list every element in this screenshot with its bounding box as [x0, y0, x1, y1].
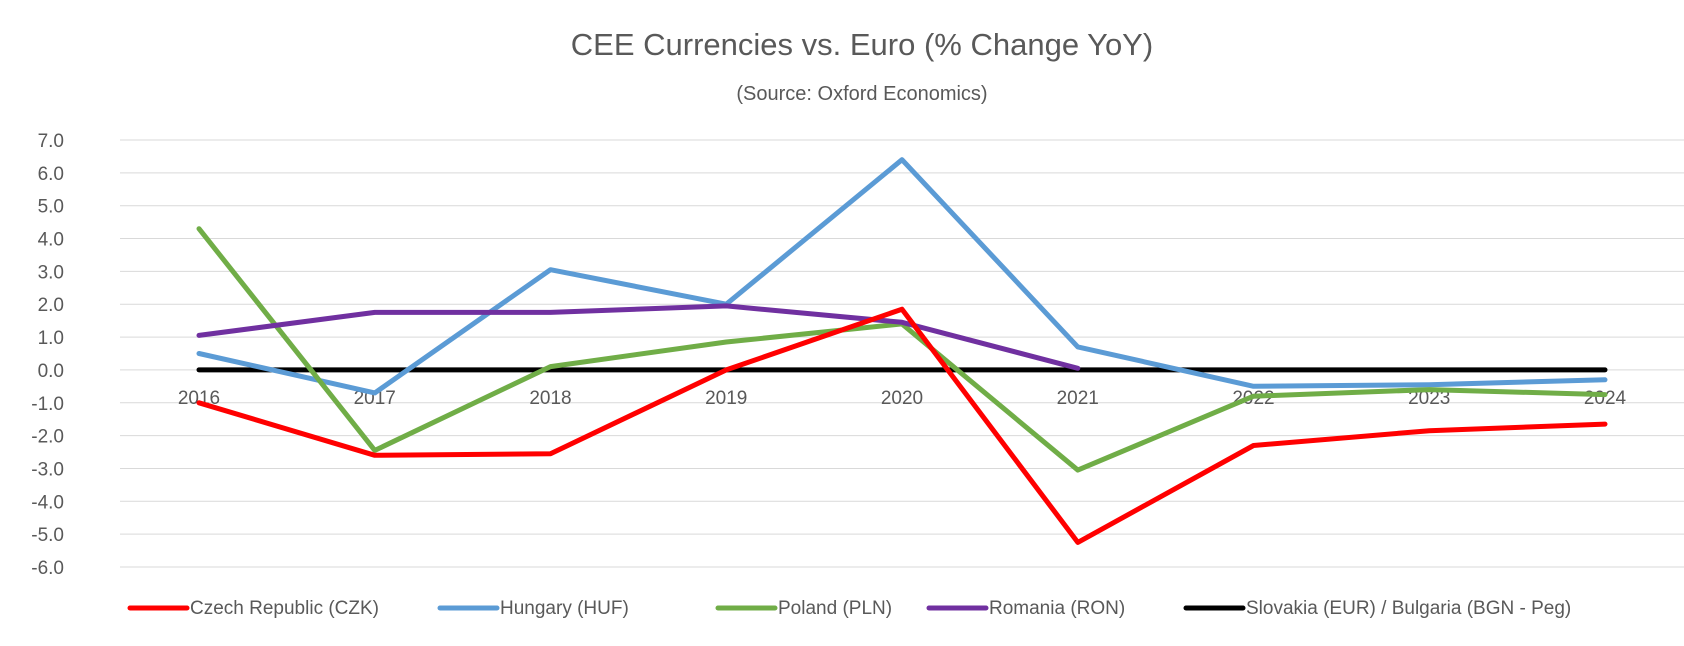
y-tick-label: -2.0	[31, 427, 64, 448]
legend-label: Hungary (HUF)	[500, 598, 629, 619]
y-tick-label: 1.0	[38, 328, 64, 349]
y-tick-label: -6.0	[31, 558, 64, 579]
y-tick-label: -5.0	[31, 525, 64, 546]
y-tick-label: 0.0	[38, 361, 64, 382]
legend-label: Czech Republic (CZK)	[190, 598, 379, 619]
y-tick-label: 2.0	[38, 295, 64, 316]
y-tick-label: 6.0	[38, 164, 64, 185]
y-tick-label: -1.0	[31, 394, 64, 415]
legend-item: Romania (RON)	[926, 598, 1125, 619]
legend: Czech Republic (CZK) Hungary (HUF) Poland …	[127, 598, 1571, 619]
gridlines	[120, 139, 1684, 568]
x-tick-label: 2018	[529, 388, 571, 409]
legend-item: Poland (PLN)	[715, 598, 892, 619]
legend-label: Poland (PLN)	[778, 598, 892, 619]
chart-subtitle: (Source: Oxford Economics)	[736, 83, 987, 105]
legend-label: Slovakia (EUR) / Bulgaria (BGN - Peg)	[1246, 598, 1571, 619]
series-lines	[196, 157, 1608, 545]
legend-label: Romania (RON)	[989, 598, 1125, 619]
chart-title: CEE Currencies vs. Euro (% Change YoY)	[571, 27, 1153, 62]
series-line-0	[196, 306, 1608, 545]
x-tick-label: 2020	[881, 388, 923, 409]
y-tick-label: 7.0	[38, 131, 64, 152]
legend-item: Czech Republic (CZK)	[127, 598, 379, 619]
x-tick-label: 2021	[1057, 388, 1099, 409]
series-line-3	[196, 303, 1081, 371]
y-tick-label: -4.0	[31, 492, 64, 513]
y-tick-label: 3.0	[38, 262, 64, 283]
y-tick-label: 5.0	[38, 197, 64, 218]
y-axis-tick-labels: 7.0 6.0 5.0 4.0 3.0 2.0 1.0 0.0 -1.0 -2.0 -3.0 -4.0…	[31, 131, 64, 579]
x-axis-tick-labels: 2016 2017 2018 2019 2020 2021 2022 2023 2024	[178, 388, 1627, 409]
x-tick-label: 2024	[1584, 388, 1627, 409]
x-tick-label: 2019	[705, 388, 747, 409]
y-tick-label: -3.0	[31, 459, 64, 480]
legend-item: Hungary (HUF)	[437, 598, 629, 619]
legend-item: Slovakia (EUR) / Bulgaria (BGN - Peg)	[1183, 598, 1571, 619]
x-tick-label: 2017	[354, 388, 396, 409]
series-line-1	[196, 157, 1608, 396]
y-tick-label: 4.0	[38, 230, 64, 251]
x-tick-label: 2023	[1408, 388, 1450, 409]
